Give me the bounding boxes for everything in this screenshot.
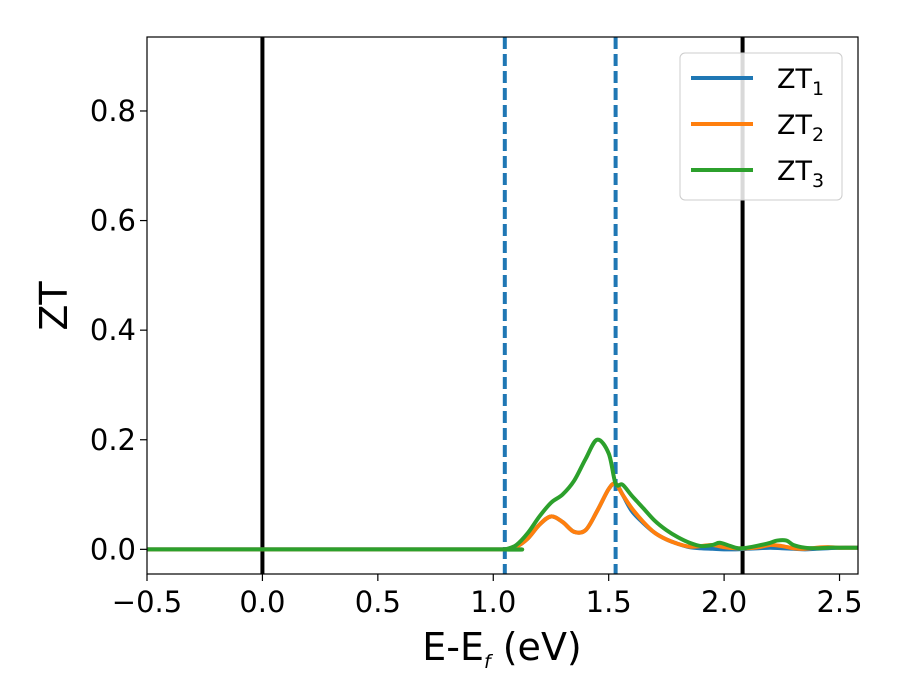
legend: ZT1 ZT2 ZT3	[679, 52, 843, 201]
series-line-zt2	[147, 481, 858, 552]
series-line-zt1	[147, 481, 858, 552]
x-axis-label: E-Ef (eV)	[422, 625, 582, 673]
plot-frame	[146, 36, 859, 575]
y-tick-label: 0.8	[90, 94, 136, 128]
x-tick-label: 0.5	[355, 585, 401, 619]
x-tick-label: −0.5	[112, 585, 182, 619]
legend-label-zt3: ZT3	[777, 156, 824, 192]
y-axis-label: ZT	[32, 281, 76, 331]
legend-label-zt1: ZT1	[777, 64, 824, 100]
series-line-zt3	[147, 437, 858, 552]
axes: −0.5 0.0 0.5 1.0 1.5 2.0 2.5 0.0 0.2 0.4 0.6 0.8	[90, 36, 863, 619]
x-tick-label: 1.5	[586, 585, 632, 619]
y-tick-label: 0.0	[90, 532, 136, 566]
y-tick-label: 0.2	[90, 423, 136, 457]
x-tick-label: 1.0	[470, 585, 516, 619]
y-tick-label: 0.6	[90, 204, 136, 238]
x-tick-label: 0.0	[239, 585, 285, 619]
y-tick-label: 0.4	[90, 313, 136, 347]
legend-label-zt2: ZT2	[777, 110, 824, 146]
x-tick-label: 2.0	[701, 585, 747, 619]
legend-box	[679, 52, 843, 201]
x-tick-label: 2.5	[816, 585, 862, 619]
